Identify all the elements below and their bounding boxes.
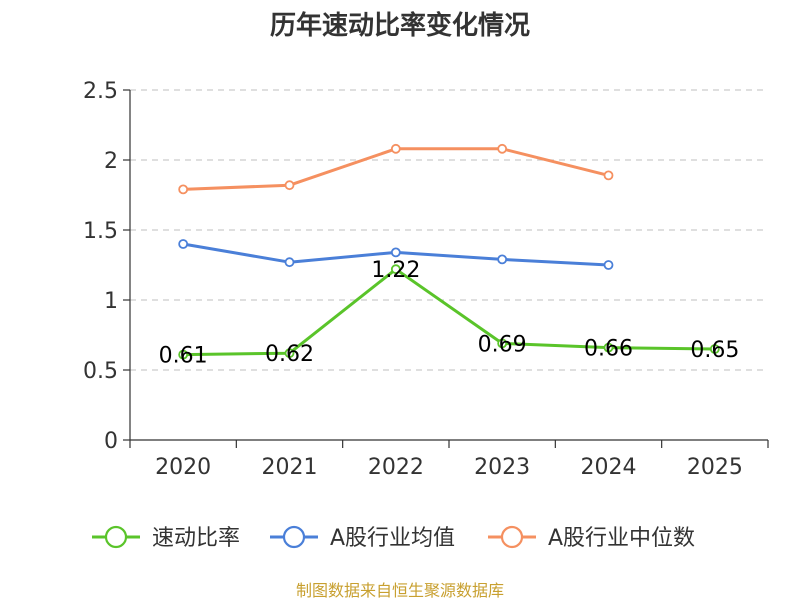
- point-2-2022: [390, 143, 401, 154]
- x-tick-label-2022: 2022: [368, 455, 424, 480]
- y-tick-label-1: 0.5: [83, 359, 118, 384]
- y-tick-label-4: 2: [104, 149, 118, 174]
- series-line-2: [183, 147, 609, 191]
- x-tick-label-2024: 2024: [581, 455, 637, 480]
- point-1-2024: [603, 260, 614, 270]
- x-tick-label-2021: 2021: [262, 455, 318, 480]
- legend-item-0[interactable]: 速动比率: [92, 525, 240, 551]
- point-1-2021: [284, 257, 295, 268]
- legend: 速动比率 A股行业均值 A股行业中位数: [92, 525, 695, 551]
- point-1-2020: [178, 239, 189, 249]
- y-tick-label-3: 1.5: [83, 219, 118, 244]
- data-label-2025: 0.65: [690, 338, 739, 363]
- point-0-2020: [178, 349, 189, 360]
- y-tick-label-5: 2.5: [83, 79, 118, 104]
- source-note: 制图数据来自恒生聚源数据库: [296, 581, 504, 600]
- legend-item-2[interactable]: A股行业中位数: [488, 525, 695, 551]
- data-label-2023: 0.69: [478, 332, 527, 357]
- data-label-2021: 0.62: [265, 342, 314, 367]
- legend-label-1: A股行业均值: [330, 526, 455, 551]
- data-label-2024: 0.66: [584, 337, 633, 362]
- data-labels: 0.61 0.62 1.22 0.69 0.66 0.65: [159, 258, 740, 368]
- point-2-2023: [497, 143, 508, 154]
- legend-item-1[interactable]: A股行业均值: [270, 525, 455, 551]
- chart-title: 历年速动比率变化情况: [270, 10, 530, 41]
- point-0-2024: [603, 342, 614, 353]
- point-2-2024: [603, 170, 614, 181]
- y-tick-label-0: 0: [104, 429, 118, 454]
- x-tick-label-2023: 2023: [474, 455, 530, 480]
- x-tick-label-2020: 2020: [155, 455, 211, 480]
- point-2-2020: [178, 184, 189, 195]
- point-0-2021: [284, 348, 295, 359]
- point-0-2025: [709, 344, 720, 354]
- legend-swatch-marker-1: [282, 525, 306, 549]
- x-tick-label-2025: 2025: [687, 455, 743, 480]
- data-label-2022: 1.22: [371, 258, 420, 283]
- legend-label-0: 速动比率: [152, 526, 240, 551]
- series-group: [178, 143, 720, 360]
- point-0-2023: [497, 338, 508, 349]
- legend-swatch-marker-2: [500, 525, 524, 549]
- point-2-2021: [284, 180, 295, 191]
- y-tick-label-2: 1: [104, 289, 118, 314]
- legend-label-2: A股行业中位数: [548, 526, 695, 551]
- legend-swatch-marker-0: [104, 525, 128, 549]
- series-line-0: [183, 267, 715, 357]
- gridlines: [130, 89, 768, 371]
- point-0-2022: [390, 264, 401, 275]
- point-1-2022: [390, 247, 401, 258]
- data-label-2020: 0.61: [159, 344, 208, 369]
- point-1-2023: [497, 254, 508, 265]
- axes: 0 0.5 1 1.5 2 2.5 2020 2021 2022 2023 2024 2025: [83, 79, 769, 480]
